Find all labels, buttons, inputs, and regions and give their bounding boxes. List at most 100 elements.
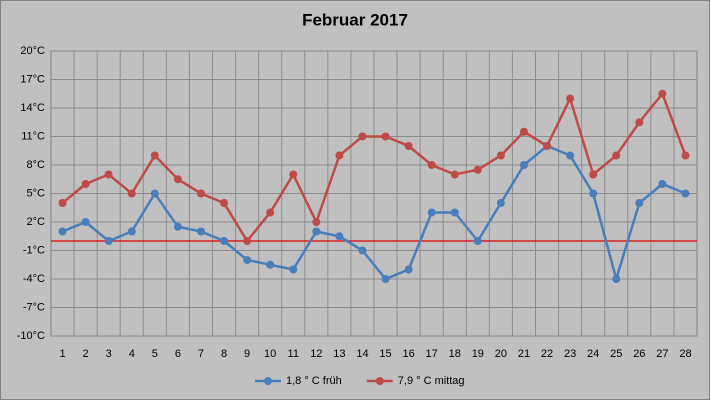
- x-tick-label: 17: [426, 348, 438, 360]
- data-point: [173, 175, 182, 184]
- data-point: [381, 275, 390, 283]
- y-tick-label: 14°C: [20, 102, 45, 114]
- data-point: [566, 94, 575, 103]
- data-point: [173, 222, 182, 231]
- data-point: [150, 189, 159, 198]
- y-tick-label: 2°C: [27, 216, 46, 228]
- data-point: [612, 151, 621, 160]
- x-tick-label: 13: [333, 348, 345, 360]
- legend-swatch-marker: [264, 377, 272, 385]
- data-point: [243, 237, 252, 245]
- y-tick-label: 20°C: [20, 45, 45, 57]
- x-tick-label: 27: [656, 348, 668, 360]
- data-point: [289, 170, 298, 179]
- data-point: [127, 227, 136, 236]
- data-point: [635, 118, 644, 127]
- data-point: [335, 232, 344, 241]
- x-tick-label: 12: [310, 348, 322, 360]
- data-point: [681, 189, 690, 198]
- data-point: [381, 132, 390, 141]
- x-tick-label: 5: [152, 348, 158, 360]
- x-tick-label: 19: [472, 348, 484, 360]
- data-point: [312, 218, 321, 226]
- data-point: [473, 165, 482, 174]
- x-tick-label: 21: [518, 348, 530, 360]
- y-tick-label: 5°C: [27, 187, 46, 199]
- data-point: [658, 180, 667, 188]
- data-point: [104, 170, 113, 179]
- chart-title: Februar 2017: [302, 10, 408, 29]
- x-tick-label: 4: [129, 348, 135, 360]
- data-point: [220, 237, 229, 245]
- x-tick-label: 15: [379, 348, 391, 360]
- y-tick-label: -10°C: [17, 330, 45, 342]
- data-point: [266, 260, 275, 269]
- x-tick-label: 18: [449, 348, 461, 360]
- legend-swatch-marker: [375, 377, 384, 385]
- data-point: [358, 132, 367, 141]
- data-point: [243, 256, 252, 264]
- data-point: [404, 142, 413, 150]
- x-tick-label: 10: [264, 348, 276, 360]
- x-tick-label: 16: [402, 348, 414, 360]
- data-point: [358, 246, 367, 255]
- data-point: [496, 151, 505, 160]
- data-point: [104, 237, 113, 245]
- x-tick-label: 28: [679, 348, 691, 360]
- y-tick-label: 11°C: [21, 130, 45, 142]
- data-point: [127, 189, 136, 198]
- data-point: [612, 275, 621, 283]
- x-tick-label: 23: [564, 348, 576, 360]
- data-point: [289, 265, 298, 274]
- series-line: [62, 144, 686, 284]
- y-tick-label: 8°C: [27, 159, 46, 171]
- data-point: [496, 199, 505, 207]
- x-tick-label: 9: [244, 348, 250, 360]
- legend-label: 1,8 ° C früh: [286, 375, 342, 387]
- data-point: [635, 199, 644, 207]
- x-tick-label: 20: [495, 348, 507, 360]
- data-point: [266, 208, 275, 217]
- data-point: [658, 89, 667, 98]
- data-point: [58, 227, 67, 236]
- x-tick-label: 24: [587, 348, 599, 360]
- data-point: [81, 218, 90, 226]
- data-point: [196, 189, 205, 198]
- x-tick-label: 2: [83, 348, 89, 360]
- x-tick-label: 25: [610, 348, 622, 360]
- data-point: [450, 170, 459, 179]
- data-point: [473, 237, 482, 245]
- data-point: [335, 151, 344, 160]
- x-tick-label: 3: [106, 348, 112, 360]
- data-point: [196, 227, 205, 236]
- series-line: [61, 91, 687, 244]
- x-tick-label: 8: [221, 348, 227, 360]
- data-point: [312, 227, 321, 236]
- x-tick-label: 14: [356, 348, 368, 360]
- data-point: [150, 151, 159, 160]
- x-tick-label: 6: [175, 348, 181, 360]
- data-point: [427, 161, 436, 169]
- x-tick-label: 11: [288, 348, 299, 360]
- x-tick-label: 1: [59, 348, 65, 360]
- data-point: [519, 127, 528, 136]
- data-point: [81, 180, 90, 188]
- x-tick-label: 22: [541, 348, 553, 360]
- data-point: [519, 161, 528, 169]
- x-tick-label: 7: [198, 348, 204, 360]
- data-point: [220, 199, 229, 207]
- data-point: [589, 170, 598, 179]
- data-point: [681, 151, 690, 160]
- data-point: [543, 142, 552, 150]
- legend-label: 7,9 ° C mittag: [398, 375, 465, 387]
- data-point: [589, 189, 598, 198]
- data-point: [58, 199, 67, 207]
- data-point: [427, 208, 436, 217]
- y-tick-label: 17°C: [20, 73, 45, 85]
- data-point: [566, 151, 575, 160]
- data-point: [404, 265, 413, 274]
- data-point: [450, 208, 459, 217]
- y-tick-label: -1°C: [23, 244, 45, 256]
- x-tick-label: 26: [633, 348, 645, 360]
